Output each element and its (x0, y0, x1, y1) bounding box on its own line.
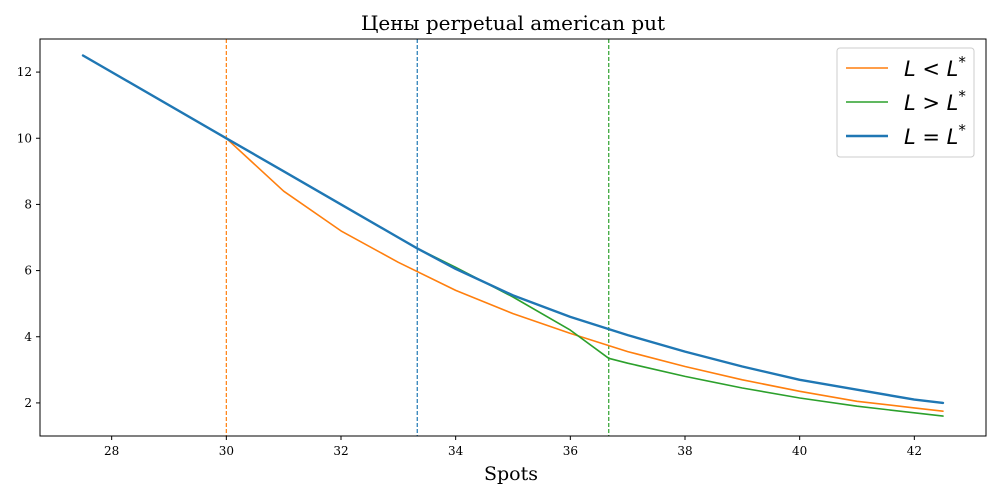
x-tick-label: 30 (219, 444, 234, 458)
y-tick-label: 6 (24, 264, 32, 278)
x-axis-ticks: 28 30 32 34 36 38 40 42 (104, 436, 922, 458)
x-axis-label: Spots (484, 463, 538, 485)
x-tick-label: 28 (104, 444, 119, 458)
legend-label-superscript: * (958, 121, 966, 139)
x-tick-label: 38 (677, 444, 692, 458)
y-tick-label: 8 (24, 197, 32, 211)
x-tick-label: 40 (792, 444, 807, 458)
y-tick-label: 12 (17, 65, 32, 79)
legend-label-superscript: * (958, 87, 966, 105)
y-tick-label: 10 (17, 131, 32, 145)
legend-label-1: L > L* (904, 87, 966, 115)
legend-box (836, 47, 975, 158)
x-tick-label: 32 (333, 444, 348, 458)
x-tick-label: 36 (563, 444, 578, 458)
plot-area (81, 39, 945, 436)
legend-label-superscript: * (958, 53, 966, 71)
legend-label-0: L < L* (904, 53, 966, 81)
legend: L < L* L > L* L = L* (836, 47, 975, 158)
series-line-2 (81, 54, 945, 405)
x-tick-label: 34 (448, 444, 464, 458)
x-tick-label: 42 (907, 444, 922, 458)
chart-title: Цены perpetual american put (361, 11, 665, 35)
series-line-0 (82, 54, 944, 413)
legend-label-2: L = L* (904, 121, 966, 149)
y-tick-label: 2 (24, 396, 32, 410)
series-line-1 (82, 54, 944, 417)
axes-frame (39, 38, 987, 437)
y-tick-label: 4 (24, 330, 32, 344)
y-axis-ticks: 2 4 6 8 10 12 (17, 65, 40, 410)
